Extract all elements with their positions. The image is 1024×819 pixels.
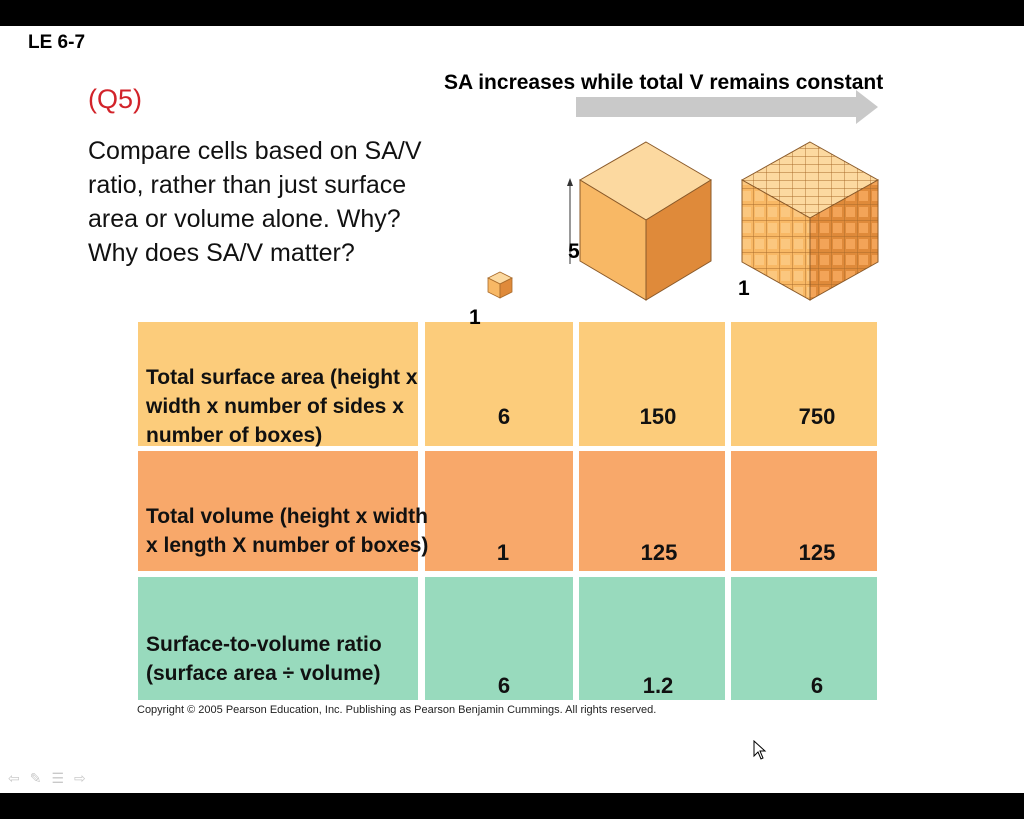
arrow-caption: SA increases while total V remains const… bbox=[444, 71, 884, 94]
value-sa-1: 6 bbox=[497, 404, 511, 429]
value-sa-2: 150 bbox=[639, 404, 677, 429]
row-label-ratio: Surface-to-volume ratio (surface area ÷ … bbox=[146, 633, 382, 685]
row-label-volume: Total volume (height x width x length X … bbox=[146, 505, 429, 557]
cell-ratio-2 bbox=[579, 577, 725, 700]
cell-sa-2 bbox=[579, 322, 725, 446]
prev-arrow-icon[interactable]: ⇦ bbox=[8, 770, 20, 786]
small-cube-icon bbox=[487, 271, 513, 299]
value-ratio-3: 6 bbox=[810, 673, 824, 698]
cell-vol-2 bbox=[579, 451, 725, 571]
copyright-text: Copyright © 2005 Pearson Education, Inc.… bbox=[137, 704, 657, 716]
value-sa-3: 750 bbox=[798, 404, 836, 429]
value-vol-2: 125 bbox=[640, 540, 678, 565]
cell-ratio-label bbox=[138, 577, 418, 700]
large-cube-side-label: 5 bbox=[568, 240, 580, 263]
question-text: Compare cells based on SA/V ratio, rathe… bbox=[88, 137, 422, 267]
cell-vol-1 bbox=[425, 451, 573, 571]
small-cube-side-label: 1 bbox=[469, 306, 481, 329]
cell-ratio-3 bbox=[731, 577, 877, 700]
slideshow-controls: ⇦ ✎ ☰ ⇨ bbox=[8, 770, 86, 787]
cell-sa-3 bbox=[731, 322, 877, 446]
slide: LE 6-7 (Q5) Compare cells based on SA/V … bbox=[0, 26, 1024, 793]
next-arrow-icon[interactable]: ⇨ bbox=[74, 770, 86, 786]
cube-grid-icon bbox=[740, 141, 880, 301]
cell-vol-label bbox=[138, 451, 418, 571]
value-vol-3: 125 bbox=[798, 540, 836, 565]
value-ratio-1: 6 bbox=[497, 673, 511, 698]
cell-sa-1 bbox=[425, 322, 573, 446]
cell-ratio-1 bbox=[425, 577, 573, 700]
pen-icon[interactable]: ✎ bbox=[29, 770, 42, 786]
row-label-surface-area: Total surface area (height x width x num… bbox=[146, 366, 418, 447]
large-cube-icon bbox=[567, 141, 712, 301]
question-number: (Q5) bbox=[88, 84, 142, 114]
menu-icon[interactable]: ☰ bbox=[51, 770, 65, 786]
cell-sa-label bbox=[138, 322, 418, 446]
cursor-icon bbox=[753, 740, 767, 760]
value-ratio-2: 1.2 bbox=[642, 673, 674, 698]
cell-vol-3 bbox=[731, 451, 877, 571]
grid-cube-side-label: 1 bbox=[738, 277, 750, 300]
slide-id-label: LE 6-7 bbox=[28, 32, 86, 53]
value-vol-1: 1 bbox=[496, 540, 510, 565]
right-arrow-icon bbox=[576, 90, 878, 124]
